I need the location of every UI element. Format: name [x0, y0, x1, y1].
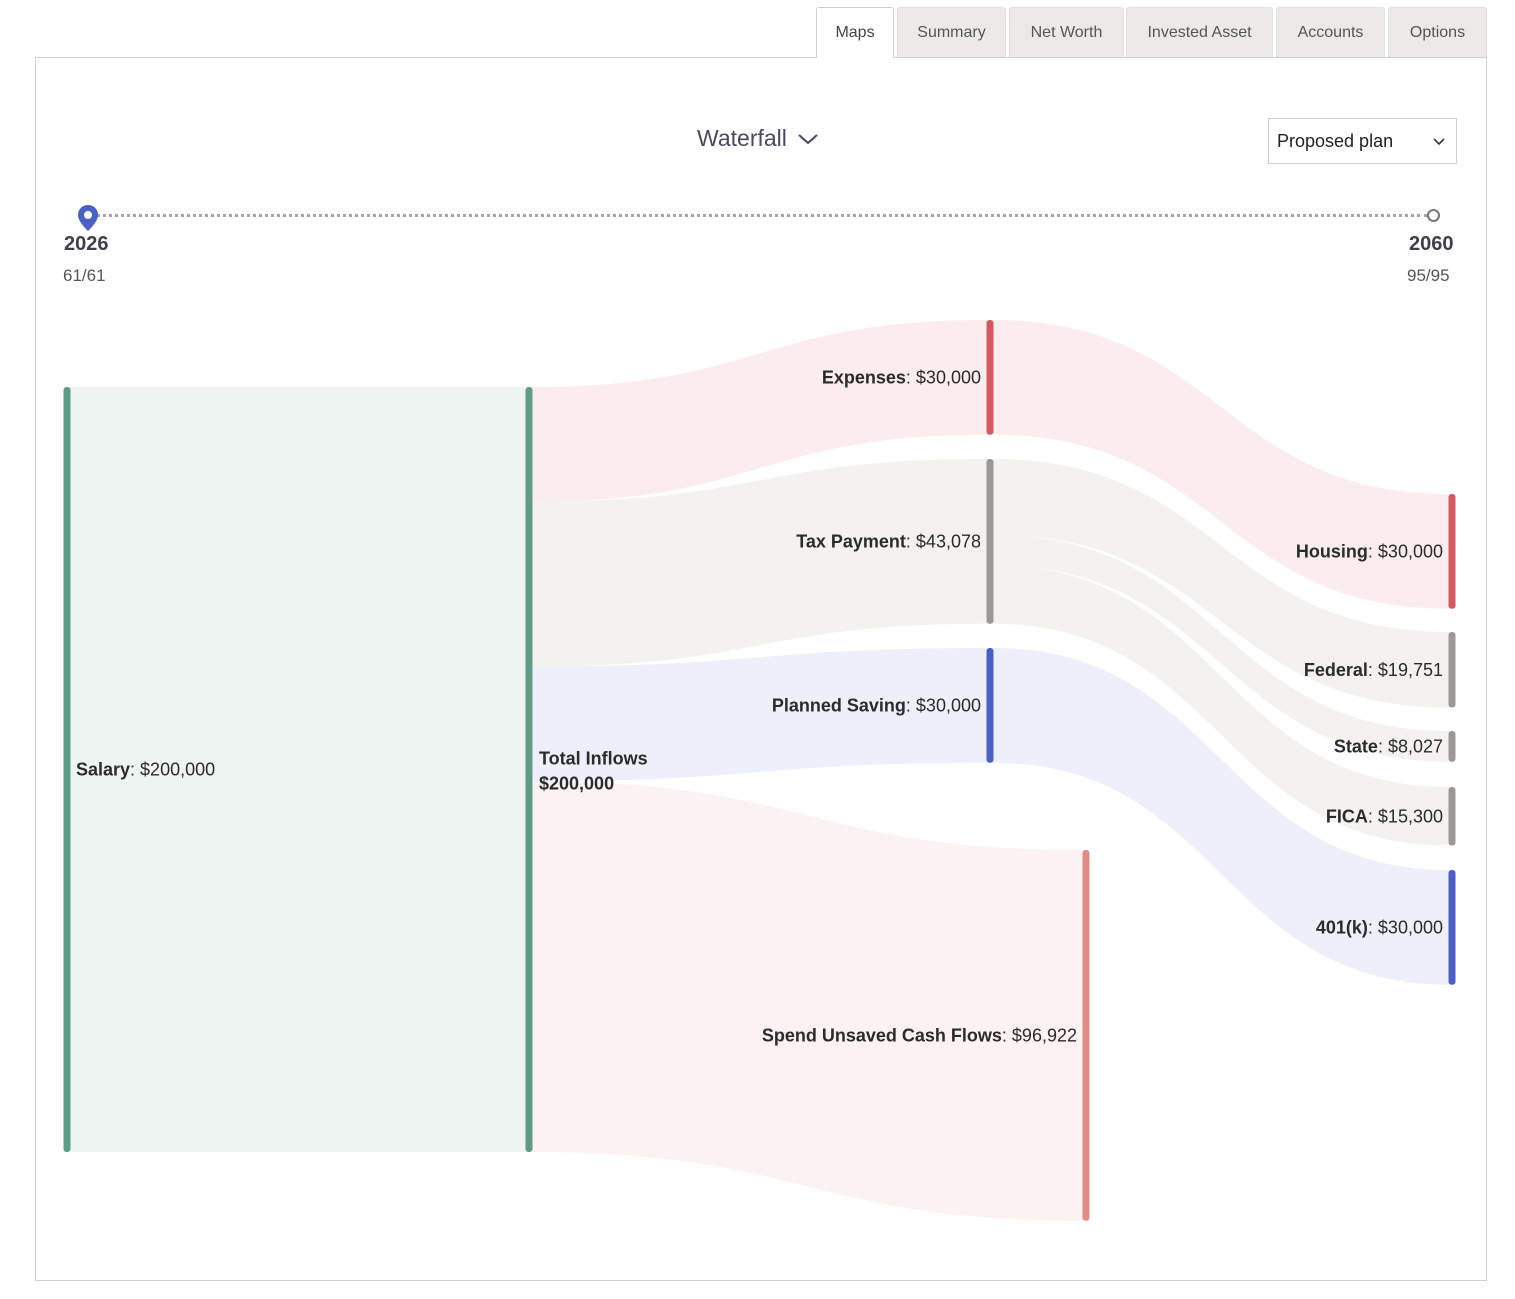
tab-maps[interactable]: Maps [816, 7, 894, 58]
sankey-node-state [1448, 731, 1456, 762]
sankey-link-salary-to-total [70, 387, 526, 1152]
sankey-node-spend [1082, 850, 1090, 1221]
sankey-label-housing: Housing: $30,000 [1296, 541, 1443, 561]
sankey-node-salary [63, 387, 71, 1152]
location-pin-icon[interactable] [77, 204, 99, 232]
timeline-start-ages: 61/61 [63, 266, 106, 285]
sankey-label-spend: Spend Unsaved Cash Flows: $96,922 [762, 1025, 1077, 1045]
sankey-links [70, 320, 1449, 1221]
plan-select[interactable]: Proposed plan [1268, 118, 1457, 164]
sankey-label-tax: Tax Payment: $43,078 [796, 531, 981, 551]
tab-label: Invested Asset [1147, 23, 1252, 41]
tab-net-worth[interactable]: Net Worth [1009, 7, 1124, 57]
timeline-end-ages: 95/95 [1407, 266, 1450, 285]
sankey-link-tax-to-state [993, 534, 1449, 762]
sankey-link-tax-to-federal [993, 459, 1449, 708]
sankey-label-salary: Salary: $200,000 [76, 760, 215, 780]
sankey-node-housing [1448, 494, 1456, 609]
tab-label: Summary [917, 23, 986, 41]
sankey-label-federal: Federal: $19,751 [1304, 660, 1443, 680]
sankey-label-401k: 401(k): $30,000 [1316, 917, 1443, 937]
timeline-start-year: 2026 [64, 233, 109, 255]
sankey-label-total-name: Total Inflows [539, 749, 648, 769]
sankey-link-saving-to-401k [993, 648, 1449, 985]
view-type-dropdown[interactable]: Waterfall [697, 125, 819, 152]
sankey-link-total-to-saving [532, 648, 987, 782]
sankey-link-total-to-spend [532, 781, 1083, 1221]
sankey-label-fica: FICA: $15,300 [1326, 806, 1443, 826]
plan-select-value: Proposed plan [1277, 130, 1394, 151]
sankey-link-tax-to-fica [993, 565, 1449, 846]
sankey-nodes [63, 320, 1456, 1221]
sankey-node-401k [1448, 870, 1456, 985]
sankey-link-total-to-expenses [532, 320, 987, 502]
sankey-node-fica [1448, 787, 1456, 846]
tab-invested-asset[interactable]: Invested Asset [1126, 7, 1273, 57]
sankey-node-total [525, 387, 533, 1152]
sankey-label-total-value: $200,000 [539, 774, 614, 794]
chevron-down-icon [798, 133, 818, 144]
tab-label: Accounts [1297, 23, 1364, 41]
sankey-label-state: State: $8,027 [1334, 736, 1443, 756]
tab-summary[interactable]: Summary [897, 7, 1006, 57]
sankey-labels: Salary: $200,000 Total Inflows $200,000 Exp… [76, 367, 1443, 1045]
sankey-node-federal [1448, 632, 1456, 708]
tab-options[interactable]: Options [1388, 7, 1487, 57]
sankey-link-total-to-tax [532, 459, 987, 667]
tab-label: Options [1409, 23, 1466, 41]
timeline-track [96, 214, 1428, 217]
chevron-down-icon [1433, 138, 1445, 146]
sankey-link-expenses-to-housing [993, 320, 1449, 609]
timeline-end-marker[interactable] [1427, 209, 1440, 222]
sankey-node-tax [986, 459, 994, 624]
sankey-node-saving [986, 648, 994, 763]
sankey-node-expenses [986, 320, 994, 435]
timeline-end-year: 2060 [1409, 233, 1454, 255]
view-type-label: Waterfall [697, 125, 787, 151]
tab-label: Maps [835, 23, 875, 41]
tab-label: Net Worth [1030, 23, 1103, 41]
tab-accounts[interactable]: Accounts [1276, 7, 1385, 57]
sankey-label-saving: Planned Saving: $30,000 [772, 695, 981, 715]
sankey-label-expenses: Expenses: $30,000 [822, 367, 981, 387]
